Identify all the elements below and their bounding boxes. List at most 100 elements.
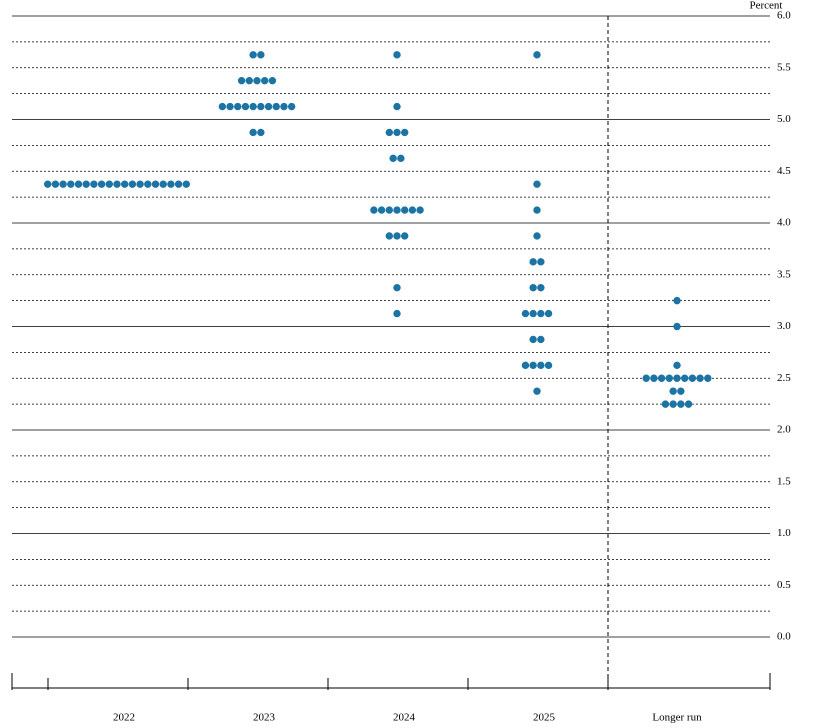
dot [673,361,681,370]
dot [393,309,401,318]
dot [74,180,83,188]
dot [416,206,424,214]
y-tick-label: 4.5 [777,165,791,177]
dot [537,283,545,292]
y-tick-label: 0.0 [777,631,791,643]
y-tick-label: 2.0 [777,424,791,436]
dot [393,102,401,111]
dot [237,76,246,85]
dot [174,180,183,188]
dot [401,206,409,214]
dot [393,206,401,214]
dot [529,283,537,292]
dot [226,102,234,111]
dot [677,387,685,395]
x-tick-label: Longer run [652,712,702,724]
dot [67,180,75,188]
dot [657,374,666,382]
dot [385,232,393,240]
dot [97,180,106,188]
dot [167,180,175,188]
dot [377,206,386,214]
dot [661,400,670,408]
dot [397,154,405,163]
dot [537,361,545,370]
dot [136,180,144,188]
x-tick-label: 2023 [253,712,276,724]
dot [249,128,257,137]
dot [121,180,129,188]
x-tick-label: 2022 [113,712,135,724]
dot [533,387,541,395]
dot [393,232,401,240]
dot [44,180,52,188]
dot [669,387,677,395]
dot [261,76,269,85]
dot [537,258,545,266]
dot [688,374,697,382]
y-axis-label: Percent [750,0,783,12]
dot [673,296,681,305]
dot [257,102,265,111]
dot [544,309,553,318]
dot [537,335,545,344]
x-tick-label: 2024 [393,712,416,724]
dot [393,51,401,59]
dot [673,322,681,331]
dot [82,180,90,188]
dot [544,361,553,370]
dot [401,232,409,240]
y-tick-label: 5.0 [777,113,791,125]
dot [529,309,537,318]
y-tick-label: 0.5 [777,579,791,591]
dot [272,102,280,111]
dot [533,206,541,214]
dot [681,374,689,382]
dot [159,180,167,188]
y-tick-label: 4.0 [777,217,791,229]
dot [537,309,545,318]
dot [684,400,693,408]
dot [128,180,137,188]
dot [529,361,537,370]
y-tick-label: 2.5 [777,372,791,384]
dot [393,283,401,292]
dot [241,102,250,111]
dot [642,374,650,382]
dot [696,374,704,382]
dot [264,102,273,111]
dot [253,76,261,85]
dot [529,335,537,344]
dot [533,232,541,240]
y-tick-label: 5.5 [777,61,791,73]
y-tick-label: 6.0 [777,10,791,22]
dot [90,180,98,188]
y-tick-label: 3.5 [777,268,791,280]
dot [280,102,288,111]
y-tick-label: 1.5 [777,475,791,487]
dot [113,180,121,188]
dot [105,180,114,188]
dot [151,180,160,188]
dot [393,128,401,137]
dot [385,206,393,214]
dot [533,180,541,188]
dot [650,374,658,382]
dot [521,309,530,318]
dot [249,51,257,59]
dot [673,374,681,382]
dot [401,128,409,137]
dot [257,51,265,59]
dot [144,180,152,188]
dot [59,180,67,188]
dot [665,374,673,382]
dot [51,180,60,188]
dot [521,361,530,370]
dot [529,258,537,266]
y-tick-label: 3.0 [777,320,791,332]
dot [704,374,712,382]
dot [257,128,265,137]
dot [218,102,227,111]
dot [245,76,253,85]
